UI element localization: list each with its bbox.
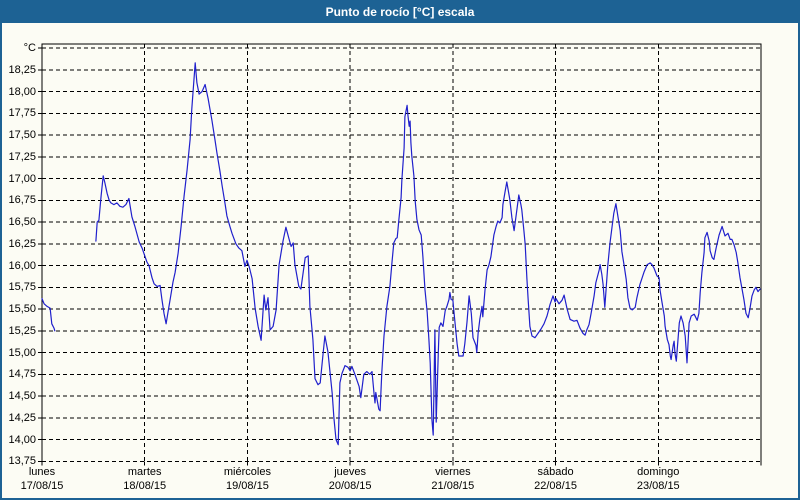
y-tick-label: 16,50 [8,216,36,228]
day-date-label: 17/08/15 [20,480,64,492]
day-name-label: martes [127,466,162,478]
day-date-label: 23/08/15 [636,480,680,492]
chart-title: Punto de rocío [°C] escala [325,5,475,19]
day-date-label: 20/08/15 [328,480,372,492]
y-tick-label: 16,00 [8,259,36,272]
y-tick-label: 17,50 [8,129,36,141]
y-tick-label: 15,25 [8,324,36,337]
day-date-label: 19/08/15 [226,480,269,492]
day-name-label: viernes [435,466,471,478]
day-date-label: 22/08/15 [534,480,577,492]
day-name-label: domingo [637,466,680,478]
y-tick-label: 17,00 [8,172,36,185]
y-tick-label: 18,25 [8,63,36,76]
y-tick-label: 14,50 [8,390,36,402]
day-name-label: lunes [28,466,56,478]
y-tick-label: 17,75 [8,107,36,120]
y-tick-label: 14,00 [8,433,36,446]
day-name-label: miércoles [223,466,271,478]
y-tick-label: 16,25 [8,237,36,250]
day-name-label: jueves [334,466,367,478]
y-tick-label: 18,00 [8,85,36,98]
y-axis-unit-label: °C [23,42,36,54]
y-tick-label: 17,25 [8,150,36,163]
y-tick-label: 14,25 [8,411,36,424]
y-tick-label: 16,75 [8,194,36,207]
y-tick-label: 14,75 [8,368,36,381]
title-bar: Punto de rocío [°C] escala [2,2,798,23]
y-tick-label: 15,00 [8,346,36,359]
day-date-label: 21/08/15 [431,480,475,492]
y-tick-label: 13,75 [8,455,36,468]
day-date-label: 18/08/15 [123,480,167,492]
y-tick-label: 15,75 [8,281,36,294]
day-name-label: sábado [537,466,574,478]
y-tick-label: 15,50 [8,303,36,315]
